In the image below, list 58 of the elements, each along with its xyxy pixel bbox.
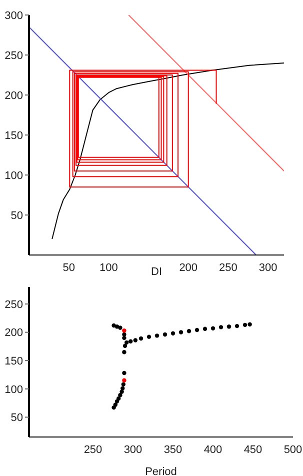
y-tick-label: 50 (10, 412, 23, 424)
x-tick-label: 200 (179, 262, 198, 274)
y-tick-label: 100 (4, 384, 23, 396)
x-tick-label: 50 (62, 262, 75, 274)
point (122, 328, 126, 333)
point (248, 322, 252, 326)
point (112, 323, 116, 328)
point (122, 336, 126, 340)
y-tick-label: 300 (4, 10, 23, 22)
x-tick-label: 450 (244, 444, 262, 456)
y-tick-label: 200 (4, 90, 23, 102)
point (122, 350, 126, 354)
point (194, 328, 200, 332)
point (178, 330, 184, 334)
x-tick-label: 400 (204, 444, 222, 456)
point (210, 326, 216, 330)
point (138, 336, 144, 341)
y-tick-label: 200 (4, 327, 23, 340)
point (202, 326, 208, 331)
y-tick-label: 150 (4, 355, 23, 368)
point (122, 332, 126, 337)
point (162, 332, 168, 337)
point (122, 370, 126, 376)
point (118, 393, 122, 398)
y-tick-label: 250 (4, 298, 23, 311)
point (234, 324, 240, 328)
point (154, 334, 160, 338)
x-axis-title: Period (145, 466, 177, 476)
x-tick-label: 300 (124, 444, 142, 456)
point (128, 339, 133, 344)
point (133, 338, 138, 342)
point (120, 386, 125, 390)
x-tick-label: 250 (84, 444, 102, 456)
x-axis-title: DI (151, 266, 162, 278)
point (242, 322, 248, 328)
y-tick-label: 100 (4, 170, 23, 182)
point (118, 326, 122, 330)
y-tick-label: 250 (4, 50, 23, 62)
x-tick-label: 250 (219, 262, 238, 274)
point (116, 396, 121, 401)
y-tick-label: 150 (4, 130, 23, 142)
point (113, 402, 118, 407)
x-tick-label: 300 (258, 262, 278, 274)
point (122, 344, 128, 348)
y-tick-label: 50 (10, 210, 23, 222)
x-tick-label: 350 (164, 444, 182, 456)
point (218, 325, 224, 330)
x-tick-label: 500 (284, 444, 302, 456)
point (226, 324, 232, 329)
line-series (52, 62, 284, 240)
point (146, 334, 152, 339)
line-series (69, 70, 217, 188)
point (121, 382, 126, 386)
point (186, 329, 192, 334)
x-tick-label: 100 (100, 262, 118, 274)
point (170, 331, 176, 336)
point (122, 378, 126, 383)
point (124, 340, 129, 345)
